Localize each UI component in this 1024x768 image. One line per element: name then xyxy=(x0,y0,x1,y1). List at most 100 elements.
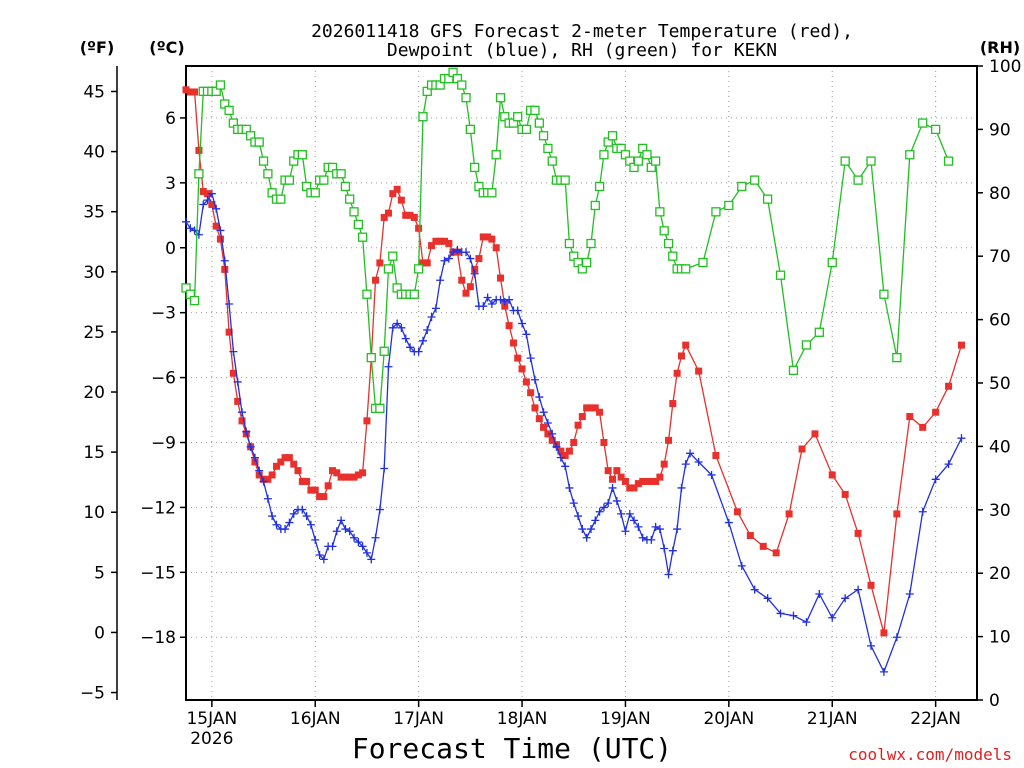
rh-point xyxy=(413,264,424,274)
rh-point xyxy=(775,270,786,280)
temperature-point xyxy=(906,413,914,421)
rh-point xyxy=(379,346,389,356)
temperature-point xyxy=(346,473,354,481)
temperature-point xyxy=(514,354,522,362)
temperature-point xyxy=(604,467,612,475)
rh-tick-label: 30 xyxy=(989,501,1011,521)
dewpoint-point xyxy=(931,475,940,484)
temperature-point xyxy=(229,369,237,377)
dewpoint-point xyxy=(393,319,402,328)
dewpoint-point xyxy=(302,512,311,521)
rh-point xyxy=(375,403,385,414)
dewpoint-point xyxy=(556,453,565,462)
temperature-point xyxy=(475,255,483,263)
rh-point xyxy=(607,131,618,141)
dewpoint-point xyxy=(479,302,488,311)
fahrenheit-tick-label: 0 xyxy=(94,623,105,643)
temperature-point xyxy=(867,581,875,589)
dewpoint-point xyxy=(487,300,496,309)
temperature-point xyxy=(626,484,634,492)
rh-point xyxy=(586,238,596,249)
temperature-point xyxy=(264,475,272,483)
rh-point xyxy=(564,238,575,249)
dewpoint-point xyxy=(281,525,290,534)
rh-point xyxy=(457,80,467,90)
series-layer xyxy=(181,67,966,676)
rh-point xyxy=(461,93,471,103)
temperature-point xyxy=(518,365,526,373)
dewpoint-point xyxy=(802,618,811,627)
x-axis-label: Forecast Time (UTC) xyxy=(352,732,672,765)
temperature-point xyxy=(212,222,220,230)
x-tick-label: 19JAN xyxy=(600,709,651,729)
temperature-point xyxy=(639,477,647,485)
temperature-point xyxy=(436,237,444,245)
temperature-point xyxy=(363,417,371,425)
temperature-point xyxy=(290,460,298,468)
dewpoint-point xyxy=(617,509,626,518)
dewpoint-point xyxy=(255,466,264,475)
dewpoint-point xyxy=(354,538,363,547)
dewpoint-point xyxy=(186,224,195,233)
dewpoint-point xyxy=(207,189,216,198)
dewpoint-point xyxy=(604,499,613,508)
rh-unit-label: (RH) xyxy=(980,38,1020,57)
temperature-point xyxy=(548,436,556,444)
temperature-point xyxy=(557,447,565,455)
temperature-point xyxy=(652,477,660,485)
dewpoint-point xyxy=(242,427,251,436)
dewpoint-point xyxy=(315,551,324,560)
dewpoint-point xyxy=(229,347,238,356)
rh-point xyxy=(418,112,428,122)
rh-point xyxy=(534,118,544,128)
temperature-point xyxy=(527,389,535,397)
dewpoint-point xyxy=(216,226,225,235)
temperature-point xyxy=(423,259,431,267)
temperature-point xyxy=(186,88,194,96)
temperature-point xyxy=(272,462,280,470)
temperature-point xyxy=(544,430,552,438)
dewpoint-point xyxy=(341,525,350,534)
dewpoint-point xyxy=(225,300,234,309)
temperature-point xyxy=(337,473,345,481)
rh-point xyxy=(538,131,549,141)
rh-point xyxy=(866,156,876,166)
temperature-point xyxy=(307,486,315,494)
rh-point xyxy=(853,175,863,185)
dewpoint-point xyxy=(332,527,341,536)
dewpoint-point xyxy=(578,525,587,534)
celsius-tick-label: −9 xyxy=(151,434,176,454)
dewpoint-point xyxy=(625,509,634,518)
rh-point xyxy=(276,194,286,204)
temperature-point xyxy=(522,378,530,386)
rh-point xyxy=(827,257,837,268)
dewpoint-point xyxy=(535,393,544,402)
dewpoint-point xyxy=(414,347,423,356)
dewpoint-point xyxy=(483,293,492,302)
dewpoint-point xyxy=(496,295,505,304)
x-tick-label: 22JAN xyxy=(910,709,961,729)
temperature-point xyxy=(406,211,414,219)
dewpoint-point xyxy=(427,313,436,322)
rh-point xyxy=(310,188,320,198)
rh-point xyxy=(189,295,200,306)
dewpoint-point xyxy=(677,483,686,492)
temperature-point xyxy=(673,369,681,377)
rh-point xyxy=(383,264,394,274)
temperature-point xyxy=(384,209,392,217)
dewpoint-series xyxy=(182,189,966,676)
temperature-point xyxy=(609,475,617,483)
rh-point xyxy=(409,289,419,299)
rh-point xyxy=(655,207,665,217)
dewpoint-point xyxy=(664,570,673,579)
temperature-point xyxy=(656,473,664,481)
dewpoint-point xyxy=(380,464,389,473)
dewpoint-point xyxy=(655,525,664,534)
rh-point xyxy=(543,143,553,154)
rh-tick-label: 50 xyxy=(989,374,1011,394)
dewpoint-point xyxy=(518,319,527,328)
dewpoint-point xyxy=(388,323,397,332)
dewpoint-point xyxy=(418,336,427,345)
temperature-point xyxy=(281,454,289,462)
dewpoint-point xyxy=(776,609,785,618)
